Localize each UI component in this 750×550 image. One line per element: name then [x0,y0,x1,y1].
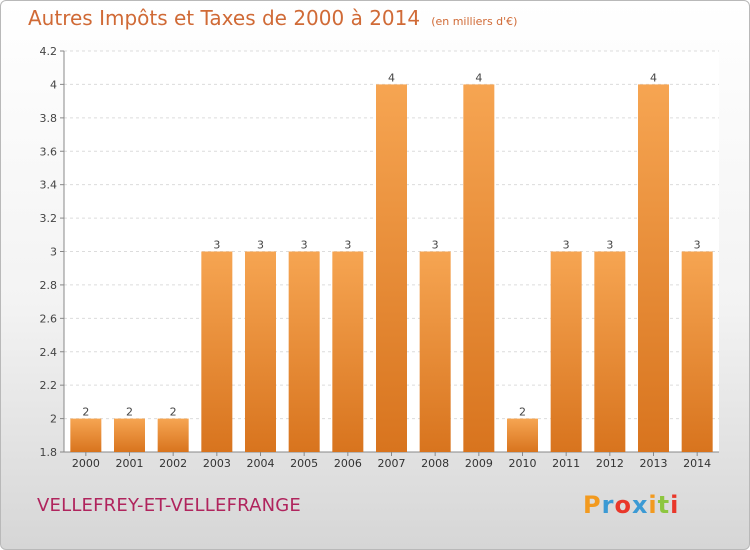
bar [463,84,495,453]
bar [681,251,713,452]
data-label: 3 [257,239,264,252]
bar [114,418,145,452]
chart-title: Autres Impôts et Taxes de 2000 à 2014 [28,6,421,30]
x-tick-label: 2005 [290,457,318,470]
x-tick-label: 2010 [509,457,537,470]
logo-letter: r [601,491,615,519]
y-tick-label: 3 [50,246,57,259]
x-tick-label: 2011 [552,457,580,470]
data-label: 4 [475,71,482,84]
bar [550,251,582,452]
chart-subtitle: (en milliers d'€) [431,15,518,28]
y-tick-label: 3.6 [40,145,58,158]
bar [332,251,364,452]
bar [419,251,451,452]
bar [376,84,407,453]
logo-letter: t [657,491,671,519]
x-tick-label: 2006 [334,457,362,470]
data-label: 2 [126,406,133,419]
y-tick-label: 3.2 [40,212,58,225]
y-tick-label: 3.8 [40,112,58,125]
y-tick-label: 3.4 [40,179,58,192]
x-tick-label: 2012 [596,457,624,470]
data-label: 3 [432,239,439,252]
y-tick-label: 2.8 [40,279,58,292]
bar [594,251,626,452]
y-tick-label: 2.2 [40,379,58,392]
data-label: 2 [170,406,177,419]
data-label: 3 [563,239,570,252]
x-tick-label: 2002 [159,457,187,470]
data-label: 3 [606,239,613,252]
bar [157,418,189,452]
y-tick-label: 4 [50,78,57,91]
bar [288,251,320,452]
bar [638,84,669,453]
bar [70,418,102,452]
data-label: 3 [344,239,351,252]
x-tick-label: 2013 [640,457,668,470]
data-label: 4 [388,71,395,84]
logo-letter: i [648,491,658,519]
x-tick-label: 2003 [203,457,231,470]
data-label: 4 [650,71,657,84]
data-label: 3 [213,239,220,252]
commune-name: VELLEFREY-ET-VELLEFRANGE [37,495,302,516]
x-tick-label: 2004 [247,457,275,470]
logo-letter: P [583,491,602,519]
bar [507,418,538,452]
x-tick-label: 2008 [421,457,449,470]
y-tick-label: 2.6 [40,312,58,325]
data-label: 3 [301,239,308,252]
bar [245,251,276,452]
bar [201,251,233,452]
x-tick-label: 2009 [465,457,493,470]
logo-letter: x [631,491,649,519]
logo-letter: o [614,491,632,519]
logo-letter: i [670,491,680,519]
y-tick-label: 1.8 [40,446,58,459]
title-row: Autres Impôts et Taxes de 2000 à 2014 (e… [28,6,517,30]
x-tick-label: 2001 [116,457,144,470]
x-tick-label: 2014 [683,457,711,470]
y-tick-label: 2.4 [40,346,58,359]
x-tick-label: 2007 [378,457,406,470]
data-label: 2 [519,406,526,419]
y-tick-label: 4.2 [40,45,58,58]
x-tick-label: 2000 [72,457,100,470]
data-label: 2 [82,406,89,419]
proxiti-logo[interactable]: Proxiti [583,491,679,519]
data-label: 3 [694,239,701,252]
y-tick-label: 2 [50,413,57,426]
